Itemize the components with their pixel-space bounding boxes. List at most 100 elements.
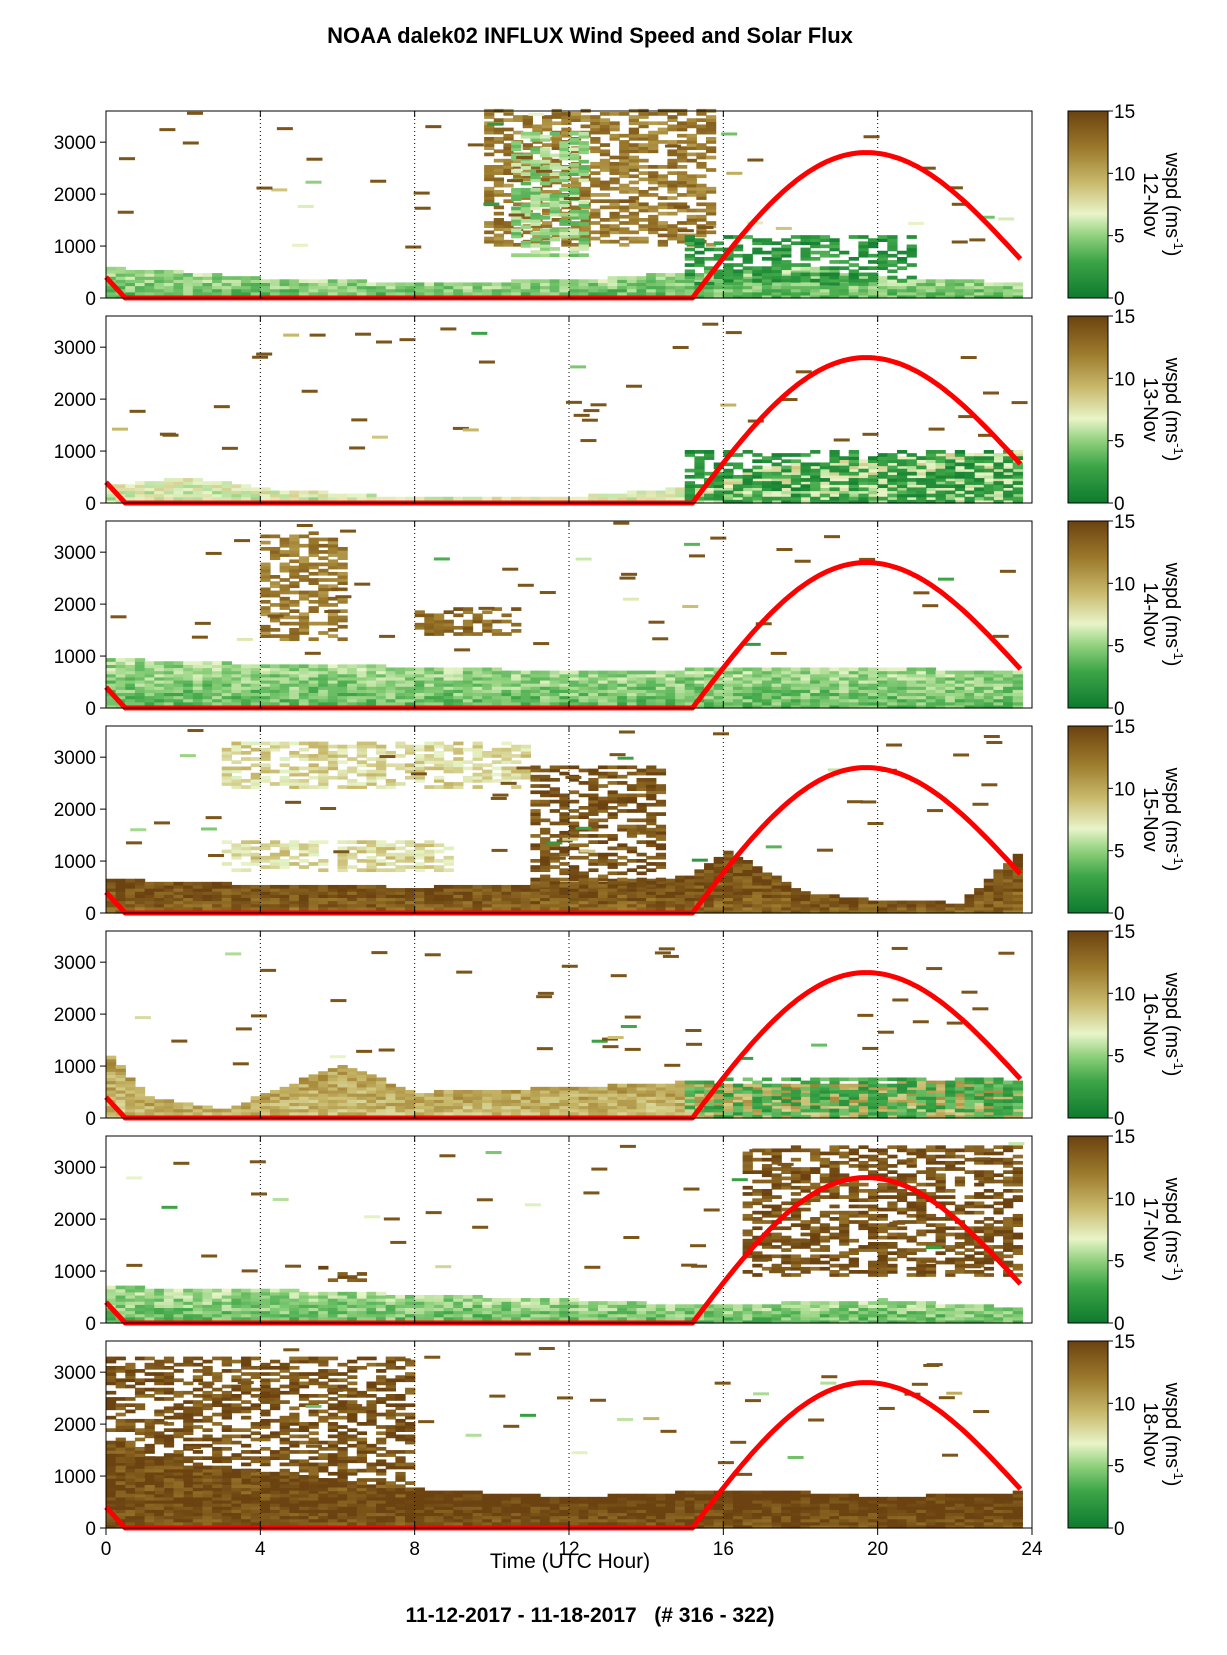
wind-cell [983,676,995,681]
wind-cell [144,481,155,485]
wind-cell [677,233,688,238]
wind-cell [493,242,505,247]
wind-cell [289,894,300,899]
wind-cell [484,112,495,116]
wind-cell [318,686,329,690]
wind-cell [385,667,396,672]
wind-cell [503,168,514,172]
wind-cell [646,679,657,684]
wind-cell [694,474,705,479]
wind-cell [742,484,753,489]
wind-cell [493,149,505,154]
wind-cell [269,692,281,697]
wind-cell [752,474,763,479]
wind-cell [366,698,377,703]
wind-cell [221,689,232,694]
wind-cell [356,279,368,284]
wind-cell [810,276,821,280]
wind-cell [221,673,232,678]
wind-cell [887,465,898,470]
wind-cell [443,686,454,690]
wind-cell [327,888,339,892]
wind-cell [241,695,252,700]
wind-cell [636,291,647,296]
wind-cell [106,664,117,669]
wind-cell [561,183,572,188]
wind-cell [231,683,242,687]
wind-cell [522,214,533,219]
wind-cell [887,471,898,476]
wind-cell [549,888,560,892]
wind-cell [1012,689,1023,694]
wind-cell [742,474,753,479]
wind-cell [906,244,917,249]
wind-cell [289,637,300,642]
wind-cell-speck [726,171,743,175]
wind-cell [1012,496,1023,501]
wind-cell [1003,692,1014,697]
wind-cell [414,679,425,684]
wind-cell [935,465,946,470]
wind-cell [154,695,165,700]
wind-cell [617,900,628,905]
wind-cell [289,496,300,501]
wind-cell [395,891,406,895]
wind-cell [221,891,232,895]
wind-cell [549,178,560,183]
wind-cell [443,288,454,293]
wind-cell [561,118,572,122]
wind-cell [626,891,638,895]
wind-cell [694,679,705,684]
wind-cell [607,496,618,501]
wind-cell [298,578,310,582]
wind-cell [609,121,620,126]
wind-cell [580,118,591,122]
wind-cell [366,676,377,681]
wind-cell [298,631,310,635]
wind-cell [599,186,611,191]
wind-cell [607,698,618,703]
wind-cell [541,127,553,132]
wind-cell [549,695,560,700]
wind-cell [675,698,686,703]
wind-cell [414,695,425,700]
wind-cell [983,453,995,457]
wind-cell [964,459,975,464]
wind-cell [945,456,956,460]
wind-cell [790,263,802,267]
wind-cell [732,670,744,675]
wind-cell [549,676,560,681]
wind-cell [705,221,717,225]
wind-cell [212,673,223,678]
wind-cell [848,695,859,700]
wind-cell [636,698,647,703]
wind-cell [250,490,261,495]
wind-cell [1012,701,1023,706]
wind-cell [648,227,659,232]
wind-cell [289,903,300,908]
wind-cell [541,177,553,182]
wind-cell [433,282,445,287]
wind-cell [1012,686,1023,690]
wind-cell [530,701,541,706]
wind-cell [771,679,782,684]
wind-cell [713,291,724,296]
wind-cell [318,676,329,681]
wind-cell [723,695,734,700]
wind-cell [559,686,570,690]
wind-cell [530,147,541,152]
wind-cell [771,247,782,252]
wind-cell [771,260,782,264]
wind-cell [771,667,782,672]
wind-cell [684,667,695,672]
wind-cell [530,695,541,700]
wind-cell [800,241,811,246]
wind-cell [540,285,551,290]
wind-cell [1003,471,1014,476]
wind-cell [1003,686,1014,690]
wind-cell [684,698,695,703]
wind-cell [887,474,898,479]
wind-cell [896,490,908,495]
wind-cell [154,683,165,687]
wind-cell [839,468,850,473]
